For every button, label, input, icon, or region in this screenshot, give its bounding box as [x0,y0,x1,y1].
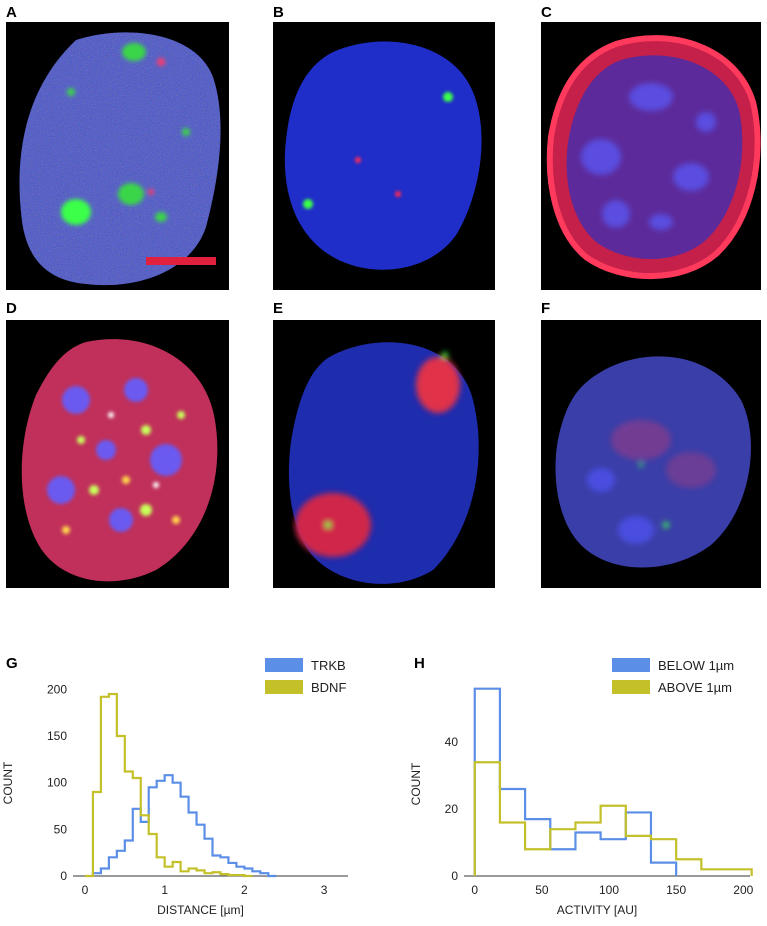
y-tick-label-g: 200 [47,682,67,696]
panel-label-f: F [541,300,551,317]
x-tick-label-g: 2 [241,883,248,897]
y-tick-label-g: 100 [47,776,67,790]
series-below1m-h [473,687,678,876]
panel-label-c: C [541,4,552,21]
series-trkb-g [91,774,277,878]
legend-swatch-g-1 [265,680,303,694]
series-above1m-h [473,761,753,876]
legend-swatch-h-0 [612,658,650,672]
x-axis-label-h: ACTIVITY [AU] [557,903,637,917]
x-tick-label-h: 50 [535,883,549,897]
y-tick-label-g: 0 [60,869,67,883]
y-tick-label-g: 150 [47,729,67,743]
y-tick-label-h: 0 [451,869,458,883]
x-tick-label-g: 0 [82,883,89,897]
legend-label-h-1: ABOVE 1µm [658,680,732,695]
legend-label-g-0: TRKB [311,658,346,673]
legend-swatch-h-1 [612,680,650,694]
x-tick-label-h: 100 [599,883,619,897]
y-axis-label-h: COUNT [409,762,423,805]
scale-bar [146,257,216,265]
panel-label-a: A [6,4,17,21]
legend-swatch-g-0 [265,658,303,672]
y-tick-label-h: 40 [445,735,459,749]
x-tick-label-g: 3 [321,883,328,897]
y-axis-label-g: COUNT [1,761,15,804]
micrograph-c [541,22,761,290]
legend-label-h-0: BELOW 1µm [658,658,734,673]
series-bdnf-g [84,692,253,878]
x-tick-label-h: 0 [471,883,478,897]
micrograph-f [541,320,761,588]
panel-label-d: D [6,300,17,317]
x-axis-label-g: DISTANCE [µm] [157,903,244,917]
micrograph-d [6,320,229,588]
x-tick-label-g: 1 [161,883,168,897]
panel-label-h: H [414,655,425,672]
micrograph-a [6,22,229,290]
x-tick-label-h: 200 [733,883,753,897]
y-tick-label-g: 50 [54,822,68,836]
panel-label-b: B [273,4,284,21]
micrograph-e [273,320,495,588]
panel-label-g: G [6,655,18,672]
x-tick-label-h: 150 [666,883,686,897]
y-tick-label-h: 20 [445,802,459,816]
panel-label-e: E [273,300,284,317]
micrograph-b [273,22,495,290]
legend-label-g-1: BDNF [311,680,346,695]
